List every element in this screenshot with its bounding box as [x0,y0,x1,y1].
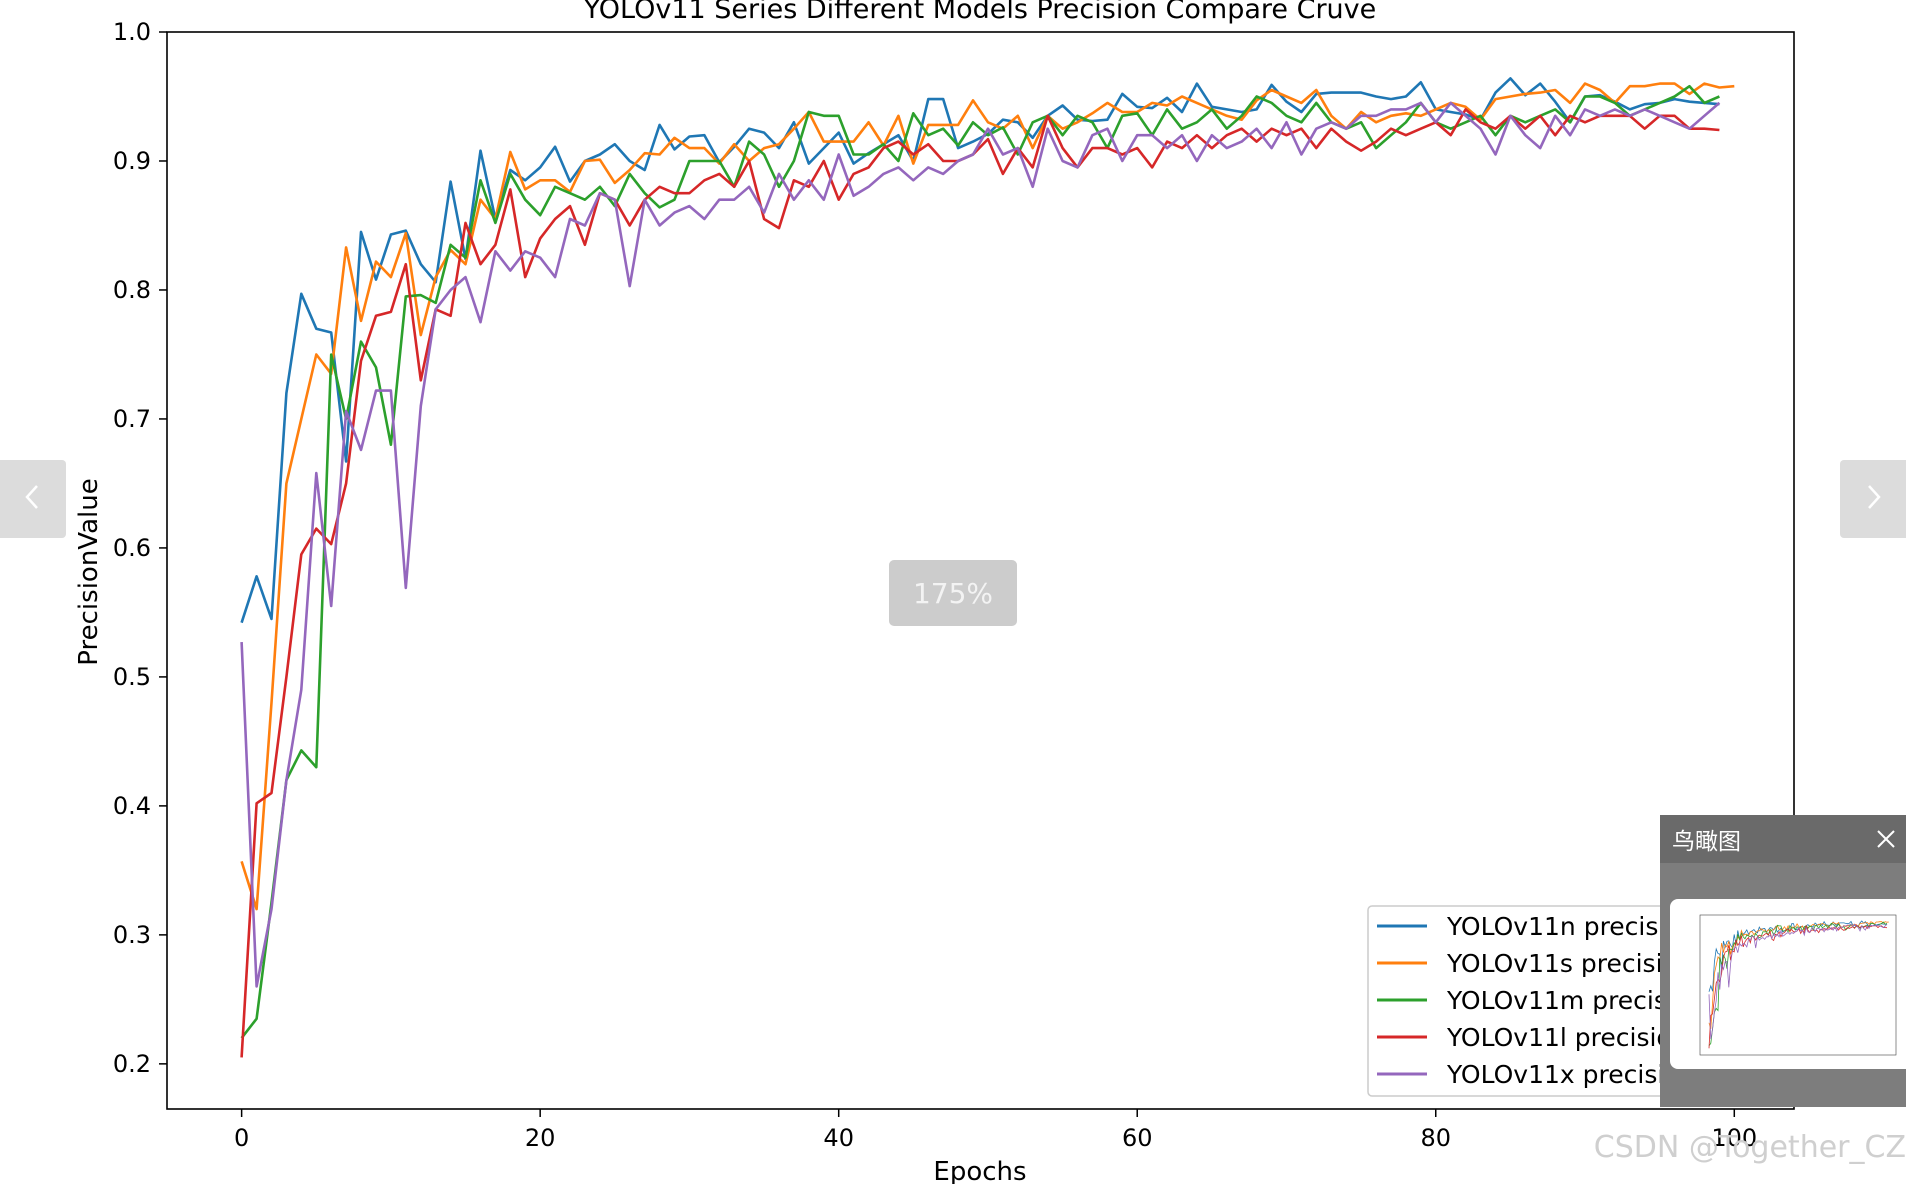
y-tick-label: 0.6 [113,534,151,562]
close-icon[interactable] [1866,815,1906,863]
y-tick-label: 0.8 [113,276,151,304]
y-tick-label: 0.9 [113,147,151,175]
series-line-3 [240,108,1720,1058]
chart-title: YOLOv11 Series Different Models Precisio… [583,0,1377,25]
prev-image-button[interactable] [0,460,66,538]
x-tick-label: 100 [1711,1124,1757,1152]
y-tick-label: 0.5 [113,663,151,691]
x-axis-label: Epochs [933,1157,1026,1184]
x-tick-label: 0 [234,1124,249,1152]
x-tick-label: 40 [823,1124,854,1152]
series-line-2 [240,84,1720,1039]
thumb-series-3 [1708,924,1888,1049]
y-tick-label: 1.0 [113,18,151,46]
thumb-series-4 [1708,923,1888,1040]
y-tick-label: 0.4 [113,792,151,820]
watermark: CSDN @Together_CZ [1593,1130,1906,1165]
zoom-level-badge: 175% [889,560,1017,626]
y-tick-label: 0.3 [113,921,151,949]
x-tick-label: 60 [1122,1124,1153,1152]
plot-frame [166,31,1795,1110]
thumb-series-1 [1708,921,1889,1030]
birdseye-panel[interactable]: 鸟瞰图 [1660,815,1906,1107]
chevron-right-icon [1862,482,1884,516]
birdseye-thumbnail[interactable] [1670,899,1906,1069]
next-image-button[interactable] [1840,460,1906,538]
x-tick-label: 20 [525,1124,556,1152]
thumb-frame [1699,914,1897,1056]
y-axis-label: PrecisionValue [74,478,104,665]
series-line-4 [240,101,1721,988]
birdseye-header: 鸟瞰图 [1660,815,1906,863]
x-tick-label: 80 [1420,1124,1451,1152]
birdseye-title: 鸟瞰图 [1672,829,1741,855]
ticks-layer: 0 20 40 60 80 100 0.2 0.3 0.4 0.5 0.6 0.7 0.8 0.9 1.0 [113,18,1757,1152]
chevron-left-icon [22,482,44,516]
y-tick-label: 0.2 [113,1050,151,1078]
y-tick-label: 0.7 [113,405,151,433]
zoom-level-text: 175% [912,576,994,610]
series-layer [240,77,1735,1058]
thumb-series-0 [1708,920,1888,992]
